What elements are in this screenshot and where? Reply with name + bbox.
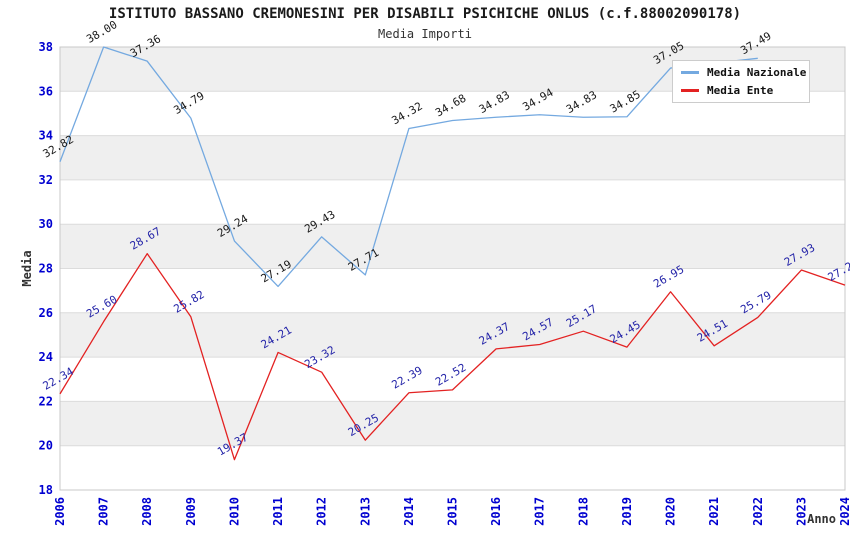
x-tick-label: 2008 — [140, 497, 154, 526]
y-tick-label: 34 — [39, 129, 53, 143]
y-tick-label: 36 — [39, 84, 53, 98]
data-label-0: 34.83 — [564, 88, 599, 116]
y-tick-label: 38 — [39, 40, 53, 54]
x-tick-label: 2006 — [53, 497, 67, 526]
x-tick-label: 2016 — [489, 497, 503, 526]
x-tick-label: 2021 — [707, 497, 721, 526]
legend-swatch-media-nazionale — [681, 71, 699, 74]
series-line-0 — [59, 46, 758, 288]
legend-label-media-nazionale: Media Nazionale — [707, 66, 807, 79]
x-tick-label: 2015 — [446, 497, 460, 526]
x-tick-label: 2009 — [184, 497, 198, 526]
band — [60, 401, 845, 446]
legend: Media Nazionale Media Ente — [672, 60, 810, 103]
data-label-0: 38.00 — [84, 18, 119, 46]
y-tick-label: 24 — [39, 350, 53, 364]
x-tick-label: 2020 — [664, 497, 678, 526]
legend-item-media-nazionale: Media Nazionale — [681, 66, 806, 79]
plot-border — [59, 46, 846, 491]
x-tick-label: 2012 — [315, 497, 329, 526]
band — [60, 224, 845, 269]
data-label-0: 34.32 — [390, 100, 425, 128]
y-tick-label: 30 — [39, 217, 53, 231]
x-tick-label: 2023 — [794, 497, 808, 526]
data-label-1: 22.52 — [433, 361, 468, 389]
x-tick-label: 2007 — [97, 497, 111, 526]
data-label-0: 34.85 — [608, 88, 643, 116]
y-axis-title: Media — [20, 250, 34, 286]
band — [60, 312, 845, 358]
legend-item-media-ente: Media Ente — [681, 84, 801, 97]
data-label-1: 22.39 — [390, 364, 425, 392]
data-label-1: 25.79 — [738, 289, 773, 317]
x-tick-label: 2019 — [620, 497, 634, 526]
y-tick-label: 18 — [39, 483, 53, 497]
x-tick-label: 2018 — [576, 497, 590, 526]
x-tick-label: 2011 — [271, 497, 285, 526]
legend-swatch-media-ente — [681, 89, 699, 92]
y-tick-label: 26 — [39, 306, 53, 320]
chart-subtitle: Media Importi — [378, 27, 472, 41]
legend-label-media-ente: Media Ente — [707, 84, 774, 97]
y-tick-label: 22 — [39, 394, 53, 408]
data-label-0: 34.68 — [433, 92, 468, 120]
x-axis-title: Anno — [807, 512, 836, 526]
series-line-1 — [59, 253, 846, 461]
x-tick-label: 2013 — [358, 497, 372, 526]
data-label-0: 34.83 — [477, 88, 512, 116]
chart-title: ISTITUTO BASSANO CREMONESINI PER DISABIL… — [108, 6, 742, 22]
x-tick-label: 2022 — [751, 497, 765, 526]
y-tick-label: 20 — [39, 439, 53, 453]
y-tick-label: 32 — [39, 173, 53, 187]
x-tick-label: 2014 — [402, 497, 416, 526]
x-tick-label: 2010 — [227, 497, 241, 526]
data-label-0: 34.79 — [171, 89, 206, 117]
data-label-1: 25.82 — [171, 288, 206, 316]
data-label-1: 22.34 — [41, 365, 77, 393]
x-tick-label: 2024 — [838, 497, 850, 526]
y-tick-label: 28 — [39, 262, 53, 276]
band — [60, 135, 845, 180]
x-tick-label: 2017 — [533, 497, 547, 526]
